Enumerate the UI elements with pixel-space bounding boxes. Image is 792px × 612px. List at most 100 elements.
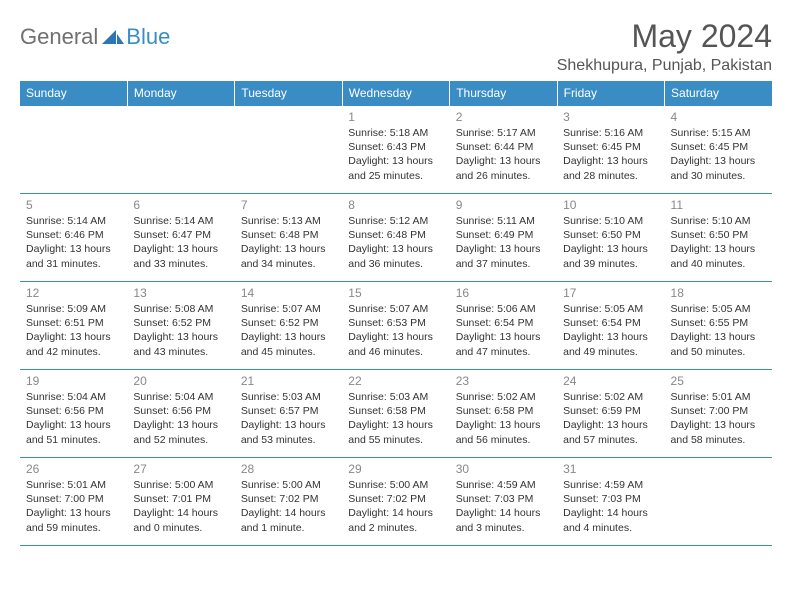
day-info: Sunrise: 5:04 AMSunset: 6:56 PMDaylight:… [26,390,121,447]
day-info: Sunrise: 4:59 AMSunset: 7:03 PMDaylight:… [563,478,658,535]
calendar-cell: 3 Sunrise: 5:16 AMSunset: 6:45 PMDaylight… [557,106,664,194]
day-info: Sunrise: 5:04 AMSunset: 6:56 PMDaylight:… [133,390,228,447]
calendar-cell: 27 Sunrise: 5:00 AMSunset: 7:01 PMDayligh… [127,458,234,546]
day-number: 31 [563,462,658,476]
day-number: 5 [26,198,121,212]
title-block: May 2024 Shekhupura, Punjab, Pakistan [557,18,772,75]
calendar-cell: 10 Sunrise: 5:10 AMSunset: 6:50 PMDayligh… [557,194,664,282]
day-number: 10 [563,198,658,212]
day-info: Sunrise: 5:00 AMSunset: 7:01 PMDaylight:… [133,478,228,535]
day-number: 27 [133,462,228,476]
calendar-cell: 21 Sunrise: 5:03 AMSunset: 6:57 PMDayligh… [235,370,342,458]
logo-sail-icon [102,28,124,47]
day-number: 30 [456,462,551,476]
header: General Blue May 2024 Shekhupura, Punjab… [20,18,772,75]
calendar-cell: 13 Sunrise: 5:08 AMSunset: 6:52 PMDayligh… [127,282,234,370]
calendar-cell: 26 Sunrise: 5:01 AMSunset: 7:00 PMDayligh… [20,458,127,546]
calendar-cell: 1 Sunrise: 5:18 AMSunset: 6:43 PMDaylight… [342,106,449,194]
day-number: 1 [348,110,443,124]
day-info: Sunrise: 4:59 AMSunset: 7:03 PMDaylight:… [456,478,551,535]
day-info: Sunrise: 5:13 AMSunset: 6:48 PMDaylight:… [241,214,336,271]
day-info: Sunrise: 5:16 AMSunset: 6:45 PMDaylight:… [563,126,658,183]
day-number: 22 [348,374,443,388]
calendar-row: 5 Sunrise: 5:14 AMSunset: 6:46 PMDaylight… [20,194,772,282]
day-number: 21 [241,374,336,388]
day-number: 13 [133,286,228,300]
day-header: Friday [557,81,664,106]
calendar-body: 1 Sunrise: 5:18 AMSunset: 6:43 PMDaylight… [20,106,772,546]
calendar-table: SundayMondayTuesdayWednesdayThursdayFrid… [20,81,772,546]
day-info: Sunrise: 5:01 AMSunset: 7:00 PMDaylight:… [671,390,766,447]
calendar-cell: 11 Sunrise: 5:10 AMSunset: 6:50 PMDayligh… [665,194,772,282]
day-number: 25 [671,374,766,388]
day-info: Sunrise: 5:01 AMSunset: 7:00 PMDaylight:… [26,478,121,535]
month-title: May 2024 [557,18,772,55]
day-number: 3 [563,110,658,124]
day-info: Sunrise: 5:08 AMSunset: 6:52 PMDaylight:… [133,302,228,359]
day-number: 4 [671,110,766,124]
day-info: Sunrise: 5:03 AMSunset: 6:58 PMDaylight:… [348,390,443,447]
day-number: 8 [348,198,443,212]
day-info: Sunrise: 5:00 AMSunset: 7:02 PMDaylight:… [348,478,443,535]
day-number: 29 [348,462,443,476]
calendar-cell: 29 Sunrise: 5:00 AMSunset: 7:02 PMDayligh… [342,458,449,546]
calendar-cell: 7 Sunrise: 5:13 AMSunset: 6:48 PMDaylight… [235,194,342,282]
calendar-cell [20,106,127,194]
day-number: 16 [456,286,551,300]
day-number: 23 [456,374,551,388]
day-info: Sunrise: 5:00 AMSunset: 7:02 PMDaylight:… [241,478,336,535]
calendar-cell: 6 Sunrise: 5:14 AMSunset: 6:47 PMDaylight… [127,194,234,282]
calendar-cell: 20 Sunrise: 5:04 AMSunset: 6:56 PMDayligh… [127,370,234,458]
day-info: Sunrise: 5:06 AMSunset: 6:54 PMDaylight:… [456,302,551,359]
day-number: 20 [133,374,228,388]
day-info: Sunrise: 5:07 AMSunset: 6:52 PMDaylight:… [241,302,336,359]
calendar-cell: 31 Sunrise: 4:59 AMSunset: 7:03 PMDayligh… [557,458,664,546]
day-info: Sunrise: 5:05 AMSunset: 6:55 PMDaylight:… [671,302,766,359]
calendar-head: SundayMondayTuesdayWednesdayThursdayFrid… [20,81,772,106]
day-number: 15 [348,286,443,300]
day-info: Sunrise: 5:05 AMSunset: 6:54 PMDaylight:… [563,302,658,359]
day-number: 19 [26,374,121,388]
calendar-cell: 23 Sunrise: 5:02 AMSunset: 6:58 PMDayligh… [450,370,557,458]
day-header: Monday [127,81,234,106]
day-info: Sunrise: 5:18 AMSunset: 6:43 PMDaylight:… [348,126,443,183]
calendar-cell [127,106,234,194]
day-number: 26 [26,462,121,476]
day-header: Wednesday [342,81,449,106]
day-number: 12 [26,286,121,300]
calendar-row: 12Sunrise: 5:09 AMSunset: 6:51 PMDayligh… [20,282,772,370]
day-header: Saturday [665,81,772,106]
calendar-cell: 22 Sunrise: 5:03 AMSunset: 6:58 PMDayligh… [342,370,449,458]
day-info: Sunrise: 5:10 AMSunset: 6:50 PMDaylight:… [671,214,766,271]
day-info: Sunrise: 5:14 AMSunset: 6:47 PMDaylight:… [133,214,228,271]
day-info: Sunrise: 5:03 AMSunset: 6:57 PMDaylight:… [241,390,336,447]
day-number: 24 [563,374,658,388]
calendar-cell: 30 Sunrise: 4:59 AMSunset: 7:03 PMDayligh… [450,458,557,546]
calendar-cell: 2Sunrise: 5:17 AMSunset: 6:44 PMDaylight… [450,106,557,194]
day-header: Sunday [20,81,127,106]
day-number: 6 [133,198,228,212]
calendar-cell: 19 Sunrise: 5:04 AMSunset: 6:56 PMDayligh… [20,370,127,458]
calendar-cell: 12Sunrise: 5:09 AMSunset: 6:51 PMDayligh… [20,282,127,370]
calendar-cell: 9 Sunrise: 5:11 AMSunset: 6:49 PMDaylight… [450,194,557,282]
day-number: 17 [563,286,658,300]
calendar-cell: 14Sunrise: 5:07 AMSunset: 6:52 PMDayligh… [235,282,342,370]
day-info: Sunrise: 5:14 AMSunset: 6:46 PMDaylight:… [26,214,121,271]
day-header: Thursday [450,81,557,106]
calendar-cell [235,106,342,194]
day-info: Sunrise: 5:10 AMSunset: 6:50 PMDaylight:… [563,214,658,271]
day-info: Sunrise: 5:02 AMSunset: 6:58 PMDaylight:… [456,390,551,447]
day-number: 9 [456,198,551,212]
day-number: 11 [671,198,766,212]
day-info: Sunrise: 5:11 AMSunset: 6:49 PMDaylight:… [456,214,551,271]
calendar-cell: 16 Sunrise: 5:06 AMSunset: 6:54 PMDayligh… [450,282,557,370]
calendar-cell: 15 Sunrise: 5:07 AMSunset: 6:53 PMDayligh… [342,282,449,370]
calendar-cell: 8Sunrise: 5:12 AMSunset: 6:48 PMDaylight… [342,194,449,282]
day-number: 2 [456,110,551,124]
calendar-cell: 28Sunrise: 5:00 AMSunset: 7:02 PMDayligh… [235,458,342,546]
calendar-row: 19 Sunrise: 5:04 AMSunset: 6:56 PMDayligh… [20,370,772,458]
day-number: 7 [241,198,336,212]
day-header: Tuesday [235,81,342,106]
day-info: Sunrise: 5:07 AMSunset: 6:53 PMDaylight:… [348,302,443,359]
day-number: 18 [671,286,766,300]
